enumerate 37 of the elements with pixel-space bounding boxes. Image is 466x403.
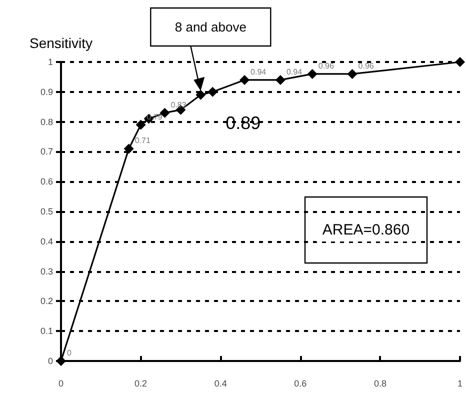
y-tick-label: 0.9: [40, 86, 53, 97]
y-tick-label: 0.7: [40, 146, 53, 157]
data-label: 0.96: [318, 61, 334, 70]
data-label: 0.83: [170, 100, 187, 110]
point: [240, 74, 250, 85]
x-tick-label: 1: [457, 378, 463, 388]
y-tick-label: 0.6: [40, 176, 53, 187]
y-tick-label: 0.5: [40, 206, 53, 216]
y-tick-label: 0: [48, 356, 53, 366]
data-label: 0.79: [146, 112, 163, 122]
point: [275, 74, 286, 85]
data-label: 0: [67, 348, 72, 358]
y-tick-label: 0.3: [40, 266, 53, 276]
x-tick-label: 0.4: [214, 378, 227, 388]
data-label: 0.94: [286, 67, 303, 76]
y-tick-label: 0.8: [40, 116, 53, 127]
data-label: 0.94: [250, 67, 267, 76]
point: [136, 120, 146, 130]
annotation: AREA=0.860: [322, 222, 410, 238]
data-label: 0.71: [134, 136, 151, 146]
x-tick-label: 0.6: [294, 378, 307, 388]
point: [208, 86, 218, 97]
y-axis-title: Sensitivity: [29, 35, 93, 51]
data-label: 0.96: [358, 61, 374, 70]
y-tick-label: 0.2: [40, 296, 53, 306]
x-tick-label: 0.2: [134, 378, 148, 388]
y-tick-label: 0.1: [40, 326, 53, 336]
point: [124, 144, 134, 154]
x-tick-label: 0.8: [374, 378, 386, 388]
annotation: 8 and above: [174, 20, 246, 34]
y-tick-label: 1: [48, 57, 53, 67]
y-tick-label: 0.4: [40, 236, 53, 246]
point: [347, 68, 358, 79]
point: [455, 57, 465, 67]
x-tick-label: 0: [58, 378, 64, 388]
point: [196, 90, 206, 100]
point: [307, 68, 318, 79]
